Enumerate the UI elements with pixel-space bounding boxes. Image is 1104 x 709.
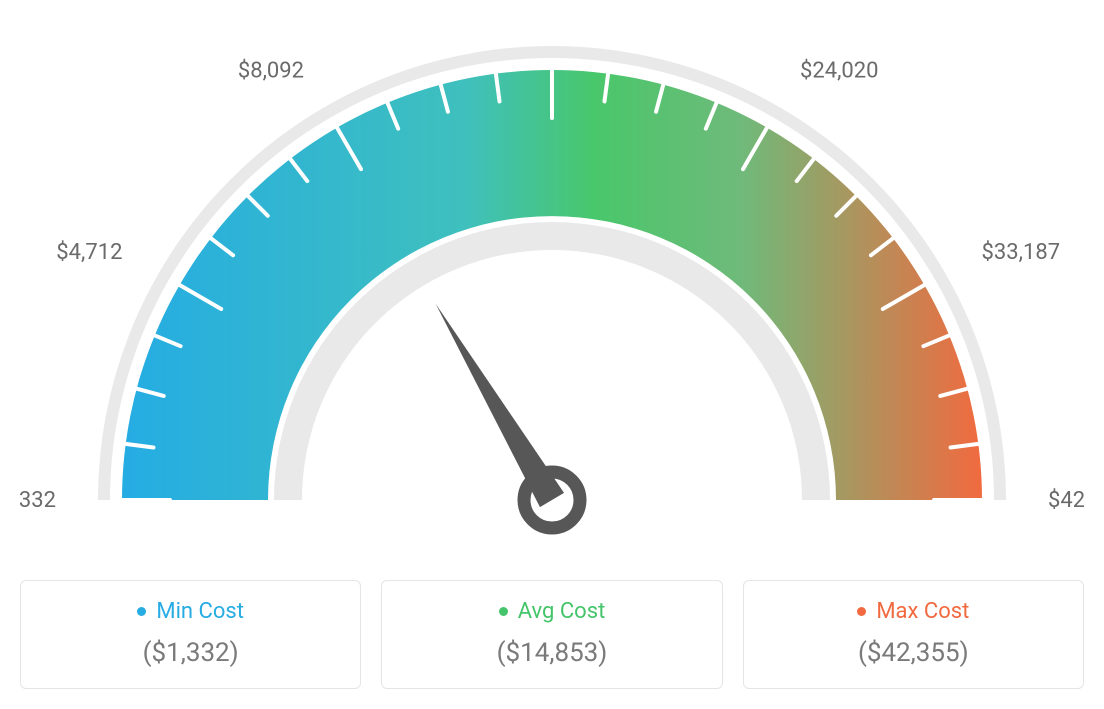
max-cost-value: ($42,355) (764, 638, 1063, 668)
max-cost-card: Max Cost ($42,355) (743, 580, 1084, 689)
cost-summary-cards: Min Cost ($1,332) Avg Cost ($14,853) Max… (20, 580, 1084, 689)
gauge-arc (122, 70, 982, 500)
min-cost-title-row: Min Cost (137, 599, 244, 624)
avg-cost-card: Avg Cost ($14,853) (381, 580, 722, 689)
max-cost-dot-icon (857, 607, 866, 616)
cost-gauge: $1,332$4,712$8,092$14,853$24,020$33,187$… (20, 20, 1084, 560)
max-cost-title-row: Max Cost (857, 599, 969, 624)
avg-cost-title: Avg Cost (518, 599, 606, 624)
avg-cost-value: ($14,853) (402, 638, 701, 668)
gauge-tick-label: $1,332 (20, 488, 56, 513)
avg-cost-title-row: Avg Cost (499, 599, 606, 624)
max-cost-title: Max Cost (876, 599, 969, 624)
avg-cost-dot-icon (499, 607, 508, 616)
gauge-tick-label: $33,187 (982, 240, 1061, 265)
min-cost-dot-icon (137, 607, 146, 616)
gauge-svg: $1,332$4,712$8,092$14,853$24,020$33,187$… (20, 20, 1084, 560)
min-cost-value: ($1,332) (41, 638, 340, 668)
min-cost-card: Min Cost ($1,332) (20, 580, 361, 689)
gauge-tick-label: $8,092 (238, 58, 304, 83)
gauge-tick-label: $42,355 (1048, 488, 1084, 513)
gauge-tick-label: $24,020 (800, 58, 879, 83)
min-cost-title: Min Cost (156, 599, 244, 624)
gauge-tick-label: $4,712 (56, 240, 122, 265)
